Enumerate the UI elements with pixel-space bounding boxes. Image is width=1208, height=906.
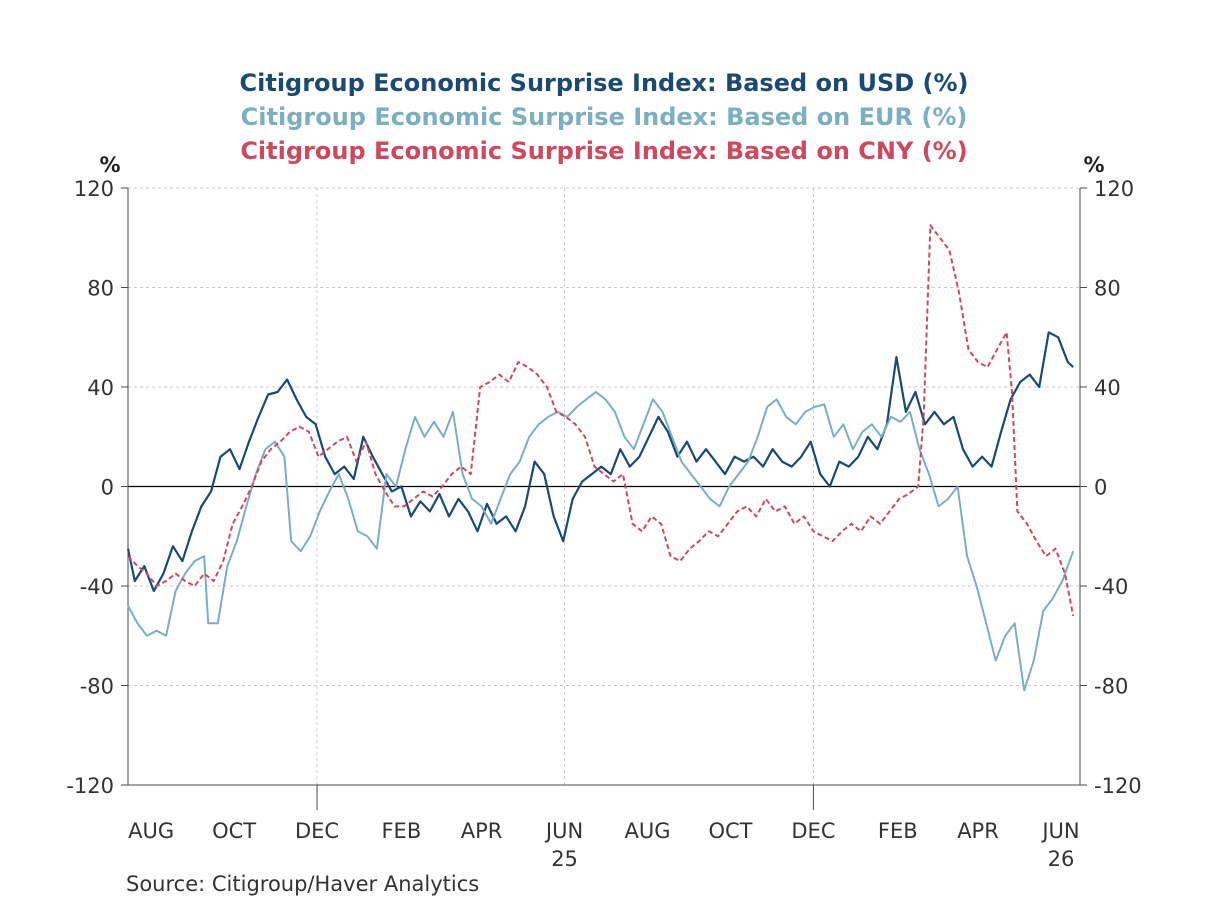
x-tick-label: AUG (128, 819, 174, 843)
y-tick-label-right: 80 (1094, 277, 1121, 301)
series-line-usd (126, 331, 1074, 593)
y-tick-label-left: 0 (101, 476, 114, 500)
y-tick-label-right: 40 (1094, 376, 1121, 400)
x-tick-label: DEC (295, 819, 339, 843)
chart-title-cny: Citigroup Economic Surprise Index: Based… (240, 137, 967, 165)
chart-title-eur: Citigroup Economic Surprise Index: Based… (241, 103, 968, 131)
x-tick-label: FEB (381, 819, 421, 843)
x-tick-label: OCT (708, 819, 752, 843)
series-line-cny (127, 224, 1075, 617)
x-tick-label: JUN (1040, 819, 1079, 843)
y-tick-labels: 120 120 80 80 40 40 0 0 -40 -40 -80 -80 -120 -120 (66, 177, 1141, 798)
source-note: Source: Citigroup/Haver Analytics (126, 872, 479, 896)
y-tick-label-right: 0 (1094, 476, 1107, 500)
x-tick-label: APR (461, 819, 503, 843)
chart-titles: Citigroup Economic Surprise Index: Based… (240, 69, 969, 165)
x-tick-label: FEB (878, 819, 918, 843)
y-tick-label-left: -40 (80, 575, 114, 599)
x-tick-label: DEC (791, 819, 835, 843)
y-tick-label-left: 40 (87, 376, 114, 400)
series-line-eur (127, 391, 1075, 692)
x-tick-label: JUN (544, 819, 583, 843)
y-tick-label-left: -80 (80, 675, 114, 699)
x-tick-label: OCT (212, 819, 256, 843)
y-axis-unit-right: % (1083, 153, 1104, 177)
y-tick-label-right: 120 (1094, 177, 1134, 201)
series-lines (126, 224, 1075, 692)
chart-title-usd: Citigroup Economic Surprise Index: Based… (240, 69, 969, 97)
x-tick-label: AUG (625, 819, 671, 843)
x-tick-labels: AUG OCT DEC FEB APR JUN AUG OCT DEC FEB APR JUN 25 26 (128, 819, 1079, 871)
y-tick-label-left: -120 (66, 774, 114, 798)
y-tick-label-right: -120 (1094, 774, 1142, 798)
x-tick-label: APR (957, 819, 999, 843)
grid-lines (128, 187, 1080, 785)
y-axis-unit-left: % (99, 153, 120, 177)
y-tick-label-left: 80 (87, 277, 114, 301)
y-tick-label-left: 120 (74, 177, 114, 201)
x-year-label: 25 (551, 847, 578, 871)
x-year-label: 26 (1048, 847, 1075, 871)
y-tick-label-right: -80 (1094, 675, 1128, 699)
y-tick-label-right: -40 (1094, 575, 1128, 599)
